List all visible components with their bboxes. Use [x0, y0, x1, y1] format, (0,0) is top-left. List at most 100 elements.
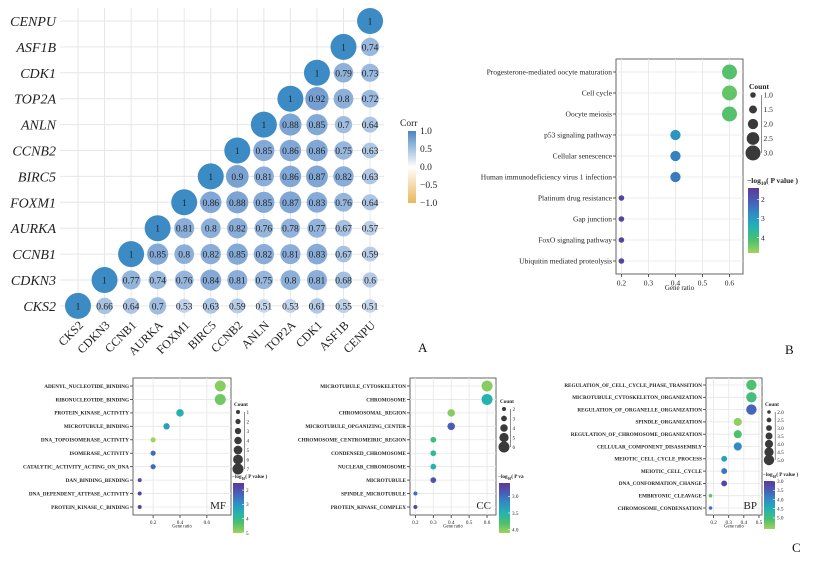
corr-value-label: 0.53: [282, 302, 299, 312]
term-label: DAN_BINDING_BENDING: [66, 478, 129, 484]
corr-circle: [362, 220, 378, 236]
corr-value-label: 0.87: [309, 173, 326, 183]
corr-value-label: 0.63: [202, 302, 219, 312]
corr-circle: [335, 219, 352, 237]
corr-value-label: 0.85: [229, 251, 246, 261]
corr-circle: [306, 139, 328, 162]
corr-circle: [253, 166, 274, 187]
subpanel-label: MF: [210, 500, 226, 512]
corr-value-label: 0.77: [123, 277, 140, 287]
y-tick-label: CCNB1: [12, 248, 56, 263]
corr-value-label: 0.6: [364, 277, 376, 287]
size-legend-label: 2.5: [764, 134, 774, 143]
corr-value-label: 0.8: [284, 277, 296, 287]
corr-value-label: 0.85: [256, 147, 273, 157]
corr-value-label: 0.76: [335, 199, 352, 209]
size-legend-label: 4: [513, 426, 516, 432]
enrichment-dot: [733, 417, 742, 426]
corr-circle: [333, 166, 354, 187]
size-legend-dot: [749, 105, 757, 114]
legend-tick-label: 0.0: [420, 163, 432, 173]
corr-circle: [335, 245, 352, 263]
corr-circle: [306, 191, 328, 213]
corr-circle: [148, 297, 167, 315]
corr-circle: [226, 243, 248, 265]
enrichment-dot: [150, 437, 156, 443]
size-legend-dot: [498, 441, 510, 453]
y-tick-label: CKS2: [23, 300, 56, 315]
corr-circle: [279, 139, 302, 162]
color-legend-title: −log10( P va: [498, 473, 524, 481]
corr-circle: [254, 270, 274, 290]
legend-title: Corr: [400, 119, 418, 129]
plot-frame: [132, 377, 232, 516]
corr-circle: [362, 246, 378, 262]
corr-circle: [283, 298, 298, 313]
corr-value-label: 0.86: [202, 199, 219, 209]
x-tick-label: 0.2: [150, 520, 157, 526]
size-legend-dot: [745, 145, 761, 161]
enrichment-dot: [746, 379, 757, 391]
term-label: Human immunodeficiency virus 1 infection: [481, 173, 612, 182]
y-tick-label: ASF1B: [15, 41, 56, 56]
corr-value-label: 0.81: [229, 277, 246, 287]
term-label: ISOMERASE_ACTIVITY: [69, 451, 129, 457]
term-label: CHROMOSOME_CENTROMEIRIC_REGION: [298, 438, 406, 444]
size-legend-label: 3.5: [777, 434, 784, 440]
plot-frame: [409, 377, 497, 516]
corr-value-label: 0.84: [202, 277, 219, 287]
size-legend-dot: [233, 454, 243, 465]
legend-tick-label: 1.0: [420, 127, 432, 137]
size-legend-dot: [502, 407, 506, 411]
enrichment-dot: [733, 430, 742, 439]
color-legend-label: 5.0: [777, 516, 784, 522]
color-legend-title: −log10( P value ): [232, 473, 268, 481]
corr-circle: [307, 218, 327, 238]
color-legend-label: 3: [761, 214, 765, 223]
color-legend-label: 3.5: [512, 511, 519, 517]
enrichment-dot: [150, 464, 156, 470]
enrichment-dot: [721, 455, 728, 462]
corr-circle: [334, 115, 353, 134]
corr-value-label: 0.85: [256, 199, 273, 209]
subpanel-label: BP: [744, 500, 757, 512]
corr-value-label: 0.92: [309, 95, 326, 105]
corr-value-label: 0.7: [152, 302, 164, 312]
corr-circle: [253, 243, 275, 265]
size-legend-label: 5: [513, 435, 516, 441]
term-label: EMBRYONIC_CLEAVAGE: [639, 494, 703, 500]
corr-value-label: 0.78: [282, 225, 299, 235]
corr-value-label: 1: [155, 225, 160, 235]
x-tick-label: 0.2: [710, 520, 717, 526]
corr-circle: [336, 298, 351, 314]
corr-circle: [362, 272, 378, 288]
x-tick-label: 0.5: [756, 520, 763, 526]
corr-value-label: 1: [208, 173, 213, 183]
enrichment-dot: [721, 480, 728, 487]
figure-label-b: B: [785, 342, 794, 357]
corr-circle: [174, 270, 194, 290]
enrichment-dot: [618, 195, 625, 201]
term-label: DNA_TOPOISOMERASE_ACTIVITY: [41, 438, 129, 444]
corr-circle: [360, 37, 380, 57]
term-label: CHROMOSOME_CONDENSATION: [618, 506, 703, 512]
enrichment-dot: [733, 442, 742, 451]
corr-value-label: 0.68: [335, 277, 352, 287]
term-label: Ubiquitin mediated proteolysis: [519, 257, 612, 266]
color-legend-label: 5: [246, 531, 249, 537]
size-legend-dot: [763, 454, 775, 466]
corr-value-label: 0.67: [335, 225, 352, 235]
y-tick-label: CENPU: [10, 15, 57, 30]
x-tick-label: 0.2: [617, 279, 627, 288]
term-label: MICROTUBULE_BINDING: [64, 424, 129, 430]
corr-value-label: 0.74: [149, 277, 166, 287]
enrichment-dot: [214, 380, 226, 392]
corr-value-label: 0.51: [362, 302, 379, 312]
size-legend-dot: [747, 118, 759, 130]
legend-tick-label: −1.0: [420, 199, 437, 209]
corr-value-label: 0.55: [335, 302, 352, 312]
size-legend-dot: [499, 432, 509, 443]
corr-circle: [227, 218, 248, 239]
enrichment-dot: [214, 393, 226, 405]
corr-circle: [334, 192, 353, 212]
